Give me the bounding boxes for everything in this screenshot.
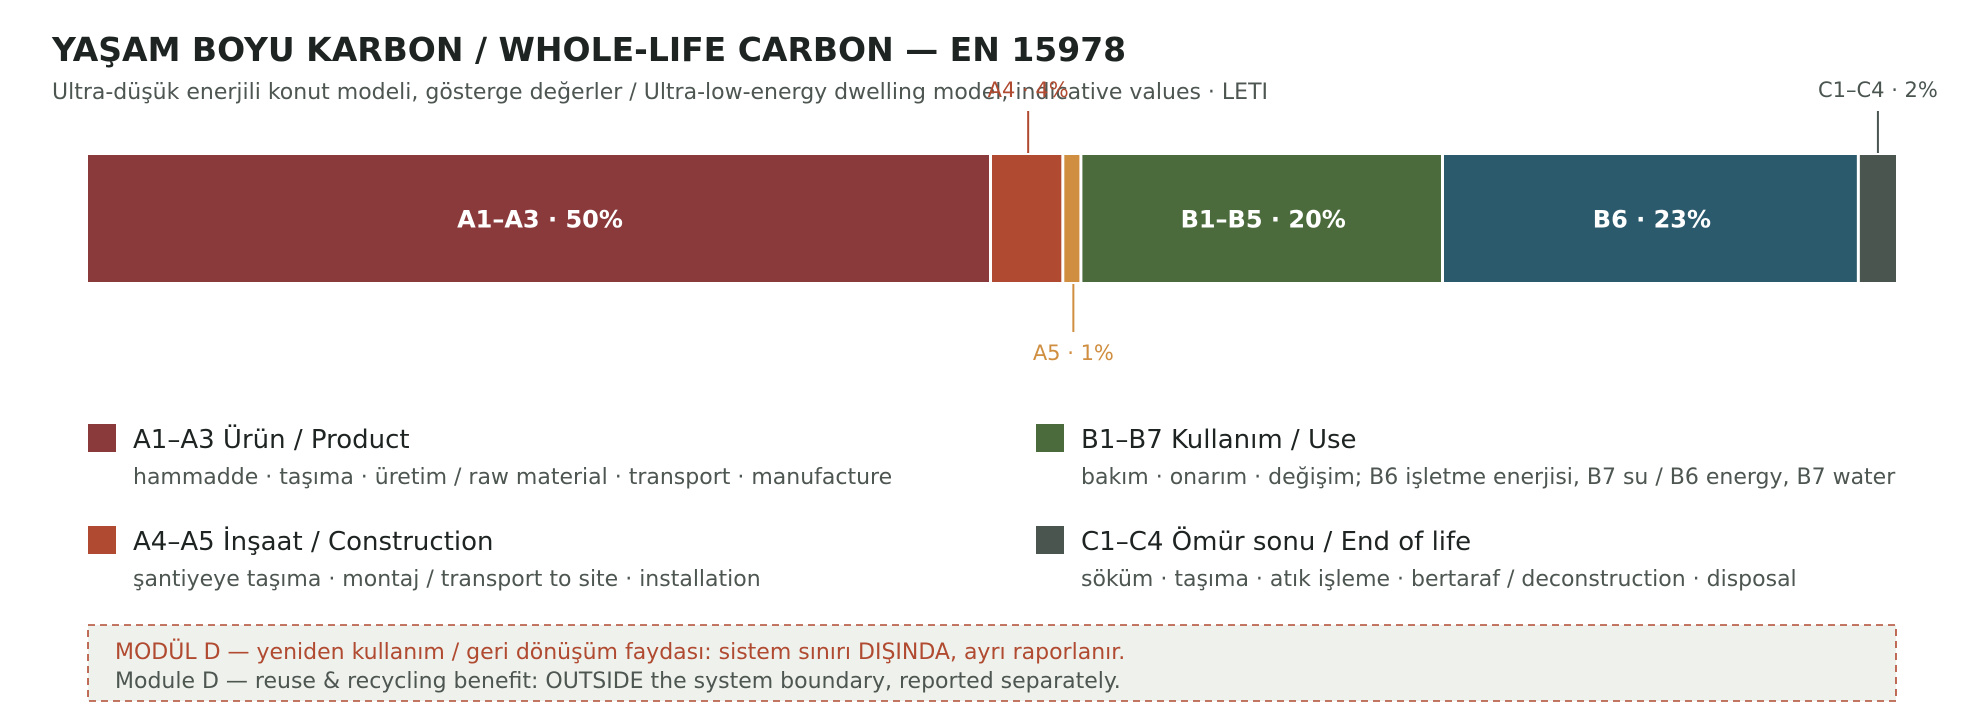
module-d-note-box xyxy=(87,624,1897,702)
module-d-note-turkish: MODÜL D — yeniden kullanım / geri dönüşü… xyxy=(115,639,1125,665)
legend-item-a4-a5: A4–A5 İnşaat / Construction şantiyeye taş… xyxy=(88,525,761,592)
stacked-bar: A1–A3 · 50% B1–B5 · 20% B6 · 23% xyxy=(88,155,1896,282)
callout-label-a4: A4 · 4% xyxy=(988,78,1069,102)
chart-subtitle: Ultra-düşük enerjili konut modeli, göste… xyxy=(52,80,1268,105)
legend-item-c1-c4: C1–C4 Ömür sonu / End of life söküm · taş… xyxy=(1036,525,1797,592)
bar-segment-a1-a3 xyxy=(88,155,989,282)
legend-description: söküm · taşıma · atık işleme · bertaraf … xyxy=(1081,567,1797,592)
legend-item-a1-a3: A1–A3 Ürün / Product hammadde · taşıma · … xyxy=(88,423,892,490)
callout-label-c1-c4: C1–C4 · 2% xyxy=(1818,78,1938,102)
legend-title: B1–B7 Kullanım / Use xyxy=(1081,425,1357,455)
legend-description: bakım · onarım · değişim; B6 işletme ene… xyxy=(1081,465,1896,490)
legend-title: A4–A5 İnşaat / Construction xyxy=(133,525,494,557)
legend: A1–A3 Ürün / Product hammadde · taşıma · … xyxy=(88,423,1896,592)
legend-title: A1–A3 Ürün / Product xyxy=(133,423,410,455)
bar-segment-b1-b5 xyxy=(1082,155,1441,282)
legend-title: C1–C4 Ömür sonu / End of life xyxy=(1081,525,1471,557)
chart-title: YAŞAM BOYU KARBON / WHOLE-LIFE CARBON — … xyxy=(51,30,1126,69)
segment-label-a1-a3: A1–A3 · 50% xyxy=(457,206,623,234)
callout-labels: A4 · 4% A5 · 1% C1–C4 · 2% xyxy=(988,78,1938,365)
legend-description: hammadde · taşıma · üretim / raw materia… xyxy=(133,465,892,490)
segment-label-b6: B6 · 23% xyxy=(1593,206,1711,234)
bar-segment-b6 xyxy=(1444,155,1857,282)
bar-segment-a5 xyxy=(1064,155,1080,282)
module-d-note-english: Module D — reuse & recycling benefit: OU… xyxy=(115,669,1121,694)
segment-label-b1-b5: B1–B5 · 20% xyxy=(1181,206,1346,234)
legend-item-b1-b7: B1–B7 Kullanım / Use bakım · onarım · değ… xyxy=(1036,424,1896,490)
legend-swatch xyxy=(88,526,116,554)
callout-label-a5: A5 · 1% xyxy=(1033,341,1114,365)
bar-segment-c1-c4 xyxy=(1859,155,1896,282)
legend-swatch xyxy=(1036,526,1064,554)
legend-swatch xyxy=(88,424,116,452)
bar-segment-a4 xyxy=(992,155,1062,282)
module-d-note: MODÜL D — yeniden kullanım / geri dönüşü… xyxy=(87,624,1897,702)
legend-swatch xyxy=(1036,424,1064,452)
legend-description: şantiyeye taşıma · montaj / transport to… xyxy=(133,567,761,592)
